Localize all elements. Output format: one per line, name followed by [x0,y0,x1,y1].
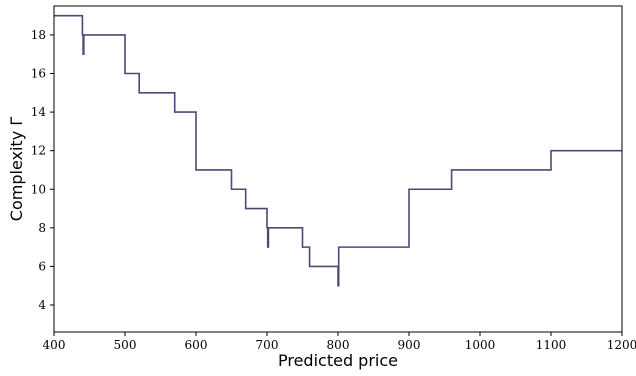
y-axis-label: Complexity Γ [7,117,26,221]
y-tick-label-10: 10 [31,182,46,196]
y-tick-label-16: 16 [31,67,46,81]
x-tick-label-700: 700 [256,338,279,352]
series-line-0 [54,14,622,287]
x-tick-label-500: 500 [114,338,137,352]
y-tick-label-4: 4 [38,298,46,312]
x-tick-label-900: 900 [398,338,421,352]
y-tick-label-8: 8 [38,221,46,235]
y-tick-label-18: 18 [31,28,46,42]
ticks-layer: 400 500 600 700 800 900 1000 1100 1200 4 6 8 10 12 14 1… [31,28,636,352]
y-tick-label-12: 12 [31,144,46,158]
plot-frame [53,5,623,333]
series-layer [54,14,622,287]
x-tick-label-600: 600 [185,338,208,352]
x-tick-label-400: 400 [43,338,66,352]
x-tick-label-1000: 1000 [465,338,496,352]
x-tick-label-1200: 1200 [607,338,636,352]
x-tick-label-1100: 1100 [536,338,567,352]
x-tick-label-800: 800 [327,338,350,352]
y-tick-label-14: 14 [31,105,47,119]
y-tick-label-6: 6 [38,259,46,273]
x-axis-label: Predicted price [278,351,398,370]
